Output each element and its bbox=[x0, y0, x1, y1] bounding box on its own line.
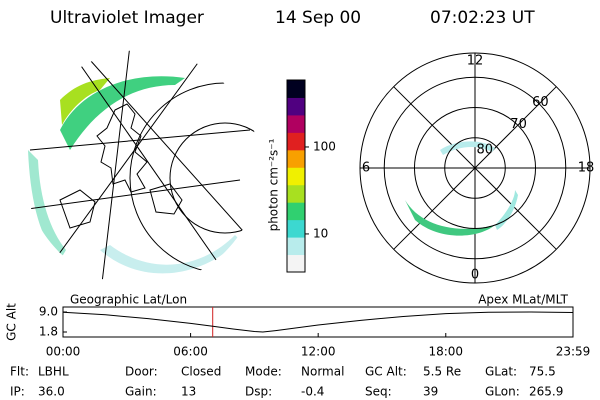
x-tick-label: 18:00 bbox=[428, 345, 463, 359]
tick-label: 100 bbox=[313, 139, 336, 153]
lat-ring bbox=[444, 137, 506, 199]
aurora-oval bbox=[440, 141, 495, 155]
color-swatch bbox=[287, 219, 305, 238]
x-tick-label: 12:00 bbox=[301, 345, 336, 359]
map-title: Geographic Lat/Lon bbox=[70, 293, 187, 307]
mlt-label: 6 bbox=[362, 161, 370, 176]
info-value: LBHL bbox=[38, 365, 69, 379]
colorbar-frame bbox=[286, 79, 306, 273]
info-label: Door: bbox=[125, 365, 158, 379]
info-value: 36.0 bbox=[38, 385, 65, 399]
info-label: GLon: bbox=[485, 385, 520, 399]
info-value: 39 bbox=[423, 385, 438, 399]
info-label: Dsp: bbox=[245, 385, 272, 399]
lat-ring bbox=[383, 76, 567, 260]
plot-frame bbox=[62, 306, 574, 338]
geo-grid bbox=[169, 122, 260, 234]
x-tick-label: 23:59 bbox=[556, 345, 591, 359]
mlt-label: 0 bbox=[471, 268, 479, 283]
color-swatch bbox=[287, 254, 305, 273]
aurora bbox=[100, 235, 240, 274]
color-swatch bbox=[287, 202, 305, 221]
info-label: GC Alt: bbox=[365, 365, 407, 379]
lat-ring bbox=[413, 106, 537, 230]
altitude-plot: Geographic Lat/Lon Apex MLat/MLT GC Alt 9.0… bbox=[5, 293, 591, 359]
lat-label: 80 bbox=[477, 143, 494, 158]
color-swatch bbox=[287, 149, 305, 168]
y-tick-label: 1.8 bbox=[39, 325, 58, 339]
geo-grid bbox=[24, 50, 260, 286]
altitude-line bbox=[62, 311, 574, 333]
time: 07:02:23 UT bbox=[430, 8, 535, 28]
mlt-label: 18 bbox=[578, 161, 595, 176]
polar-title: Apex MLat/MLT bbox=[478, 293, 568, 307]
info-value: Normal bbox=[301, 365, 344, 379]
mlt-label: 12 bbox=[467, 54, 484, 69]
color-swatch bbox=[287, 97, 305, 116]
tick-label: 10 bbox=[313, 226, 328, 240]
color-swatch bbox=[287, 184, 305, 203]
info-value: Closed bbox=[181, 365, 221, 379]
info-panel: Flt: LBHL Door: Closed Mode: Normal GC Alt: 5.5… bbox=[10, 365, 563, 399]
color-swatch bbox=[287, 114, 305, 133]
colorbar: 10 100 photon cm⁻²s⁻¹ bbox=[267, 79, 336, 273]
y-tick-label: 9.0 bbox=[39, 305, 58, 319]
info-value: -0.4 bbox=[301, 385, 324, 399]
info-label: Mode: bbox=[245, 365, 282, 379]
info-label: Flt: bbox=[10, 365, 29, 379]
x-tick-label: 00:00 bbox=[46, 345, 81, 359]
info-label: Gain: bbox=[125, 385, 157, 399]
color-swatch bbox=[287, 80, 305, 98]
info-value: 5.5 Re bbox=[423, 365, 461, 379]
y-label: GC Alt bbox=[5, 303, 19, 341]
aurora-oval bbox=[405, 200, 495, 236]
aurora-oval bbox=[495, 190, 518, 230]
aurora bbox=[60, 76, 185, 150]
color-swatch bbox=[287, 237, 305, 256]
date: 14 Sep 00 bbox=[275, 8, 361, 28]
info-label: IP: bbox=[10, 385, 25, 399]
info-value: 265.9 bbox=[529, 385, 563, 399]
info-value: 75.5 bbox=[529, 365, 556, 379]
color-swatch bbox=[287, 167, 305, 186]
lat-label: 70 bbox=[510, 117, 527, 132]
colorbar-label: photon cm⁻²s⁻¹ bbox=[267, 138, 281, 231]
aurora bbox=[28, 150, 66, 260]
lat-label: 60 bbox=[532, 95, 549, 110]
info-value: 13 bbox=[181, 385, 196, 399]
color-swatch bbox=[287, 132, 305, 151]
title: Ultraviolet Imager bbox=[50, 8, 204, 28]
info-label: GLat: bbox=[485, 365, 517, 379]
info-label: Seq: bbox=[365, 385, 392, 399]
x-tick-label: 06:00 bbox=[173, 345, 208, 359]
